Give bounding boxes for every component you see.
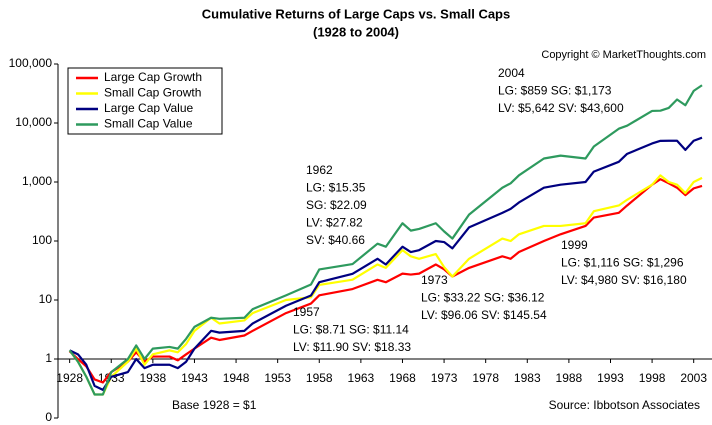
chart-title: Cumulative Returns of Large Caps vs. Sma… (202, 6, 510, 21)
y-tick-label: 100,000 (9, 56, 53, 70)
y-tick-label: 1,000 (22, 174, 52, 188)
annotation: LV: $96.06 SV: $145.54 (421, 308, 547, 322)
source: Source: Ibbotson Associates (549, 398, 700, 412)
copyright: Copyright © MarketThoughts.com (541, 49, 706, 61)
x-tick-label: 1958 (306, 371, 333, 385)
annotation: LG: $859 SG: $1,173 (498, 84, 612, 98)
series-line (69, 136, 703, 391)
x-tick-label: 1943 (181, 371, 208, 385)
x-tick-label: 1993 (597, 371, 624, 385)
annotation: 1962 (306, 163, 333, 177)
y-tick-label: 10 (39, 292, 53, 306)
chart-subtitle: (1928 to 2004) (313, 24, 399, 39)
note: Base 1928 = $1 (172, 398, 257, 412)
annotation: SV: $40.66 (306, 233, 365, 247)
y-tick-label: 10,000 (15, 115, 52, 129)
annotation: LG: $8.71 SG: $11.14 (293, 323, 409, 337)
y-tick-label: 100 (32, 233, 52, 247)
annotation: LV: $11.90 SV: $18.33 (293, 340, 411, 354)
x-tick-label: 1953 (264, 371, 291, 385)
series-line (68, 174, 703, 396)
legend-label: Large Cap Growth (104, 70, 202, 84)
legend-label: Small Cap Value (104, 117, 193, 131)
x-tick-label: 1983 (514, 371, 541, 385)
y-tick-label: 1 (45, 351, 52, 365)
legend-label: Large Cap Value (104, 101, 194, 115)
annotation: LV: $5,642 SV: $43,600 (498, 101, 624, 115)
x-tick-label: 1998 (639, 371, 666, 385)
legend-label: Small Cap Growth (104, 86, 201, 100)
annotation: LG: $15.35 (306, 181, 366, 195)
x-tick-label: 1938 (140, 371, 167, 385)
x-tick-label: 1968 (389, 371, 416, 385)
x-tick-label: 1963 (348, 371, 375, 385)
annotation: LV: $27.82 (306, 216, 363, 230)
x-tick-label: 1928 (56, 371, 83, 385)
annotation: 1999 (561, 238, 588, 252)
annotation: LV: $4,980 SV: $16,180 (561, 273, 687, 287)
series-line (68, 84, 703, 396)
x-tick-label: 1948 (223, 371, 250, 385)
annotation: 1973 (421, 273, 448, 287)
annotation: 2004 (498, 66, 525, 80)
annotation: 1957 (293, 305, 320, 319)
x-tick-label: 2003 (680, 371, 707, 385)
y-tick-label: 0 (45, 410, 52, 424)
x-tick-label: 1988 (556, 371, 583, 385)
annotation: LG: $1,116 SG: $1,296 (561, 256, 684, 270)
annotation: LG: $33.22 SG: $36.12 (421, 291, 545, 305)
annotation: SG: $22.09 (306, 198, 367, 212)
x-tick-label: 1978 (472, 371, 499, 385)
x-tick-label: 1973 (431, 371, 458, 385)
